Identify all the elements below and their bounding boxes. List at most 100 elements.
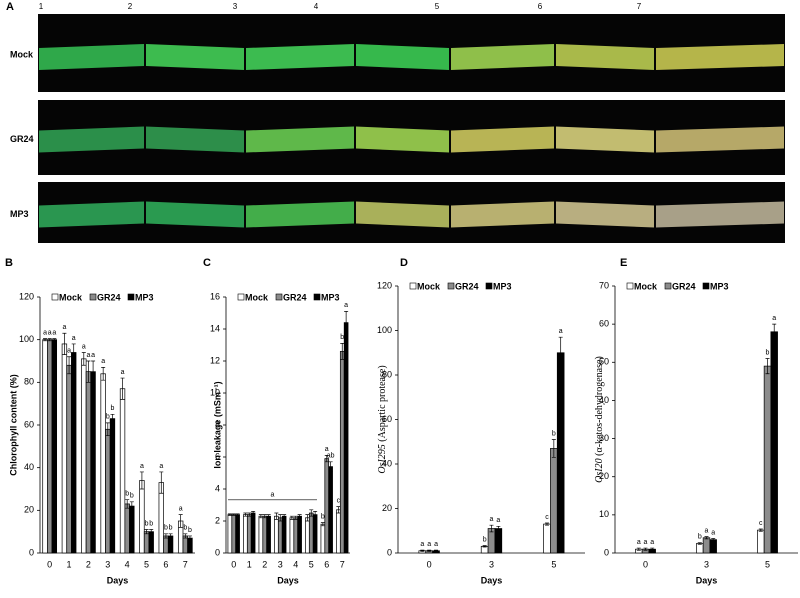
bar xyxy=(550,448,558,554)
error-bar xyxy=(183,533,188,539)
error-bar xyxy=(62,332,67,355)
column-label: 7 xyxy=(637,2,642,11)
error-bar xyxy=(110,413,115,424)
y-tick-label: 100 xyxy=(19,334,34,344)
bar xyxy=(66,364,72,554)
y-tick-label: 4 xyxy=(215,483,220,493)
significance-letter: a xyxy=(490,516,494,523)
legend-swatch xyxy=(89,293,97,301)
y-tick-label: 30 xyxy=(599,433,609,443)
error-bar xyxy=(86,360,91,383)
bar xyxy=(250,512,256,554)
bar xyxy=(702,537,711,554)
bar xyxy=(312,514,318,554)
leaf-segment xyxy=(656,126,784,153)
bar xyxy=(119,388,126,554)
column-label: 1 xyxy=(39,2,44,11)
y-axis-label: OsI295 (Aspartic protease) xyxy=(377,365,388,473)
x-axis-label: Days xyxy=(107,575,129,585)
x-tick-label: 3 xyxy=(105,559,110,569)
error-bar xyxy=(144,529,149,535)
error-bar xyxy=(340,343,345,360)
significance-letter: a xyxy=(82,343,86,350)
significance-letter: a xyxy=(179,505,183,512)
y-axis-label-gene: OsI20 xyxy=(594,458,605,482)
error-bar xyxy=(163,533,168,539)
error-bar xyxy=(320,522,325,527)
legend-swatch xyxy=(127,293,135,301)
leaf-segment xyxy=(451,126,554,153)
bar xyxy=(81,358,87,554)
significance-letter: b xyxy=(106,414,110,421)
bar xyxy=(289,517,295,554)
error-bar xyxy=(101,367,106,381)
error-bar xyxy=(758,528,763,532)
bar xyxy=(71,352,77,554)
leaf-segment xyxy=(656,44,784,70)
significance-letter: a xyxy=(52,329,56,336)
significance-letter: a xyxy=(43,329,47,336)
significance-letter: a xyxy=(325,446,329,453)
significance-letter: c xyxy=(337,497,341,504)
legend-label: Mock xyxy=(59,292,83,302)
leaf-segment xyxy=(451,201,554,228)
significance-letter: a xyxy=(344,302,348,309)
error-bar xyxy=(328,461,333,472)
leaf-segment xyxy=(146,201,244,228)
significance-letter: ab xyxy=(327,453,335,460)
leaf-segment xyxy=(656,201,784,228)
y-tick-label: 20 xyxy=(382,503,392,513)
error-bar xyxy=(496,525,501,532)
y-tick-label: 6 xyxy=(215,451,220,461)
bar xyxy=(100,373,106,554)
significance-letter: a xyxy=(427,541,431,548)
y-tick-label: 0 xyxy=(29,547,34,557)
error-bar xyxy=(711,538,716,542)
significance-letter: b xyxy=(552,430,556,437)
leaf-segment xyxy=(39,201,144,228)
y-tick-label: 10 xyxy=(599,509,609,519)
significance-letter: a xyxy=(650,539,654,546)
error-bar xyxy=(105,422,110,437)
significance-letter: b xyxy=(321,513,325,520)
bar xyxy=(770,331,778,554)
legend-label: Mock xyxy=(245,292,269,302)
bar xyxy=(163,535,169,554)
significance-letter: a xyxy=(121,369,125,376)
y-tick-label: 60 xyxy=(599,319,609,329)
y-tick-label: 20 xyxy=(24,505,34,515)
legend-label: GR24 xyxy=(283,292,307,302)
bar xyxy=(305,517,310,554)
y-tick-label: 0 xyxy=(215,547,220,557)
bar xyxy=(85,371,92,554)
error-bar xyxy=(765,358,770,375)
error-bar xyxy=(650,547,655,551)
error-bar xyxy=(43,338,48,342)
bar xyxy=(696,543,704,554)
x-tick-label: 0 xyxy=(47,559,52,569)
legend-swatch xyxy=(447,282,455,290)
x-axis-label: Days xyxy=(481,575,503,585)
bar xyxy=(227,514,233,554)
error-bar xyxy=(482,545,487,548)
legend-label: MP3 xyxy=(321,292,340,302)
significance-letter: b xyxy=(766,349,770,356)
error-bar xyxy=(125,499,130,509)
leaf-segment xyxy=(556,201,654,228)
legend-swatch xyxy=(702,282,710,290)
y-tick-label: 12 xyxy=(210,355,220,365)
y-tick-label: 120 xyxy=(19,291,34,301)
bar xyxy=(556,352,565,554)
significance-letter: a xyxy=(705,527,709,534)
error-bar xyxy=(71,343,76,362)
error-bar xyxy=(231,513,236,516)
significance-letter: b xyxy=(164,525,168,532)
bar xyxy=(182,535,188,554)
significance-letter: b xyxy=(149,520,153,527)
significance-letter: c xyxy=(759,520,763,527)
significance-letter: a xyxy=(637,539,641,546)
significance-letter: b xyxy=(188,527,192,534)
bar xyxy=(324,458,330,554)
leaf-segment xyxy=(356,44,449,70)
x-tick-label: 3 xyxy=(278,559,283,569)
